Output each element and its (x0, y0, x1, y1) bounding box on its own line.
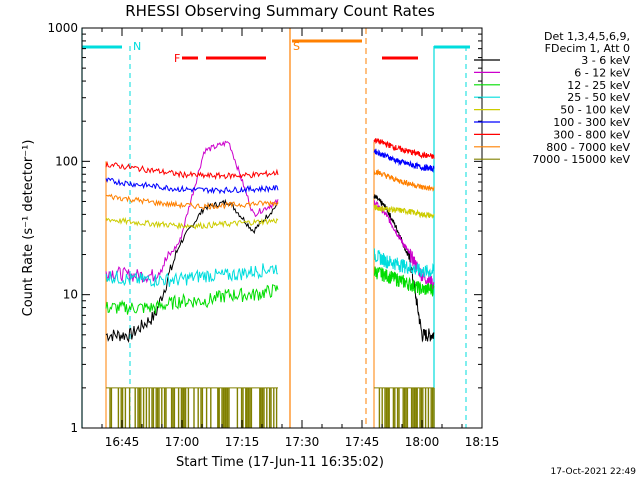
series-2-segment-2 (373, 266, 435, 297)
series-0-segment-1 (105, 198, 279, 344)
x-tick-label-1: 17:00 (165, 435, 200, 449)
legend-entry-0: 3 - 6 keV (581, 54, 630, 67)
x-tick-label-3: 17:30 (285, 435, 320, 449)
x-axis-label: Start Time (17-Jun-11 16:35:02) (176, 455, 384, 470)
series-4-segment-1 (105, 216, 279, 230)
x-tick-label-0: 16:45 (105, 435, 140, 449)
legend-entry-6: 300 - 800 keV (553, 128, 630, 141)
legend-entry-1: 6 - 12 keV (574, 66, 630, 79)
legend: Det 1,3,4,5,6,9, FDecim 1, Att 0 3 - 6 k… (474, 30, 630, 166)
series-7-segment-1 (105, 193, 279, 211)
series-4-segment-2 (373, 204, 435, 220)
annotation-s: S (293, 40, 300, 53)
series-5-segment-1 (105, 177, 279, 195)
legend-entry-4: 50 - 100 keV (560, 104, 630, 117)
y-tick-label-3: 1000 (47, 21, 78, 35)
series-5-segment-2 (373, 148, 435, 173)
series-3-segment-1 (105, 263, 279, 288)
legend-entry-3: 25 - 50 keV (567, 91, 630, 104)
plot-frame (81, 27, 483, 429)
y-tick-label-2: 100 (55, 154, 78, 168)
annotation-f: F (174, 52, 180, 65)
legend-entry-5: 100 - 300 keV (553, 116, 630, 129)
legend-entry-8: 7000 - 15000 keV (532, 153, 630, 166)
annotation-n: N (133, 40, 141, 53)
x-tick-label-5: 18:00 (405, 435, 440, 449)
y-axis-label: Count Rate (s⁻¹ detector⁻¹) (21, 140, 36, 317)
y-tick-label-1: 10 (63, 288, 78, 302)
y-tick-label-0: 1 (70, 421, 78, 435)
x-tick-label-2: 17:15 (225, 435, 260, 449)
mode-bands: NFS (81, 28, 470, 428)
series-layer (105, 138, 435, 428)
legend-entry-7: 800 - 7000 keV (546, 141, 630, 154)
series-3-segment-2 (373, 248, 435, 278)
series-7-segment-2 (373, 169, 435, 192)
series-2-segment-1 (105, 284, 279, 315)
series-1-segment-1 (105, 140, 279, 284)
generated-timestamp: 17-Oct-2021 22:49 (550, 467, 636, 477)
series-6-segment-2 (373, 138, 435, 160)
legend-header-line-2: FDecim 1, Att 0 (545, 42, 630, 55)
chart-title: RHESSI Observing Summary Count Rates (125, 2, 435, 20)
series-7000-15000-spikes-2 (378, 387, 435, 428)
axis-ticks: 16:45 17:00 17:15 17:30 17:45 18:00 18:15 1 10 10… (47, 21, 499, 449)
legend-entry-2: 12 - 25 keV (567, 79, 630, 92)
x-tick-label-4: 17:45 (345, 435, 380, 449)
series-7000-15000-spikes-1 (109, 387, 278, 428)
series-6-segment-1 (105, 160, 279, 181)
x-tick-label-6: 18:15 (465, 435, 500, 449)
legend-header-line-1: Det 1,3,4,5,6,9, (544, 30, 630, 43)
